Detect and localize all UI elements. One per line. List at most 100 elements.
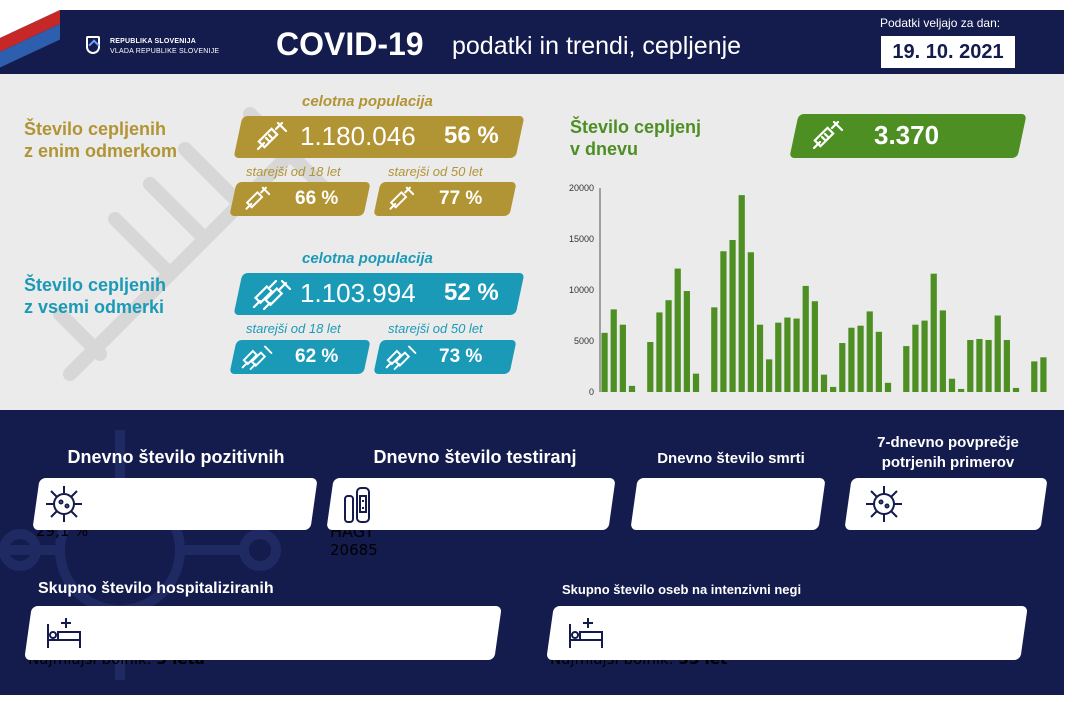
chart-bar [692,373,700,392]
chart-bar [1003,339,1010,392]
all-doses-over18-label: starejši od 18 let [246,321,341,336]
virus-icon [866,486,902,522]
chart-bar [793,318,800,392]
syringe-icon [245,186,271,210]
icu-label: Skupno število oseb na intenzivni negi [562,582,802,597]
syringe-icon [389,186,415,210]
all-doses-label-line2: z vsemi odmerki [24,297,165,317]
chart-bar [1012,387,1020,392]
chart-bar [811,301,818,392]
seven-day-average-label: 7-dnevno povprečje potrjenih primerov [848,433,1048,473]
chart-bar [756,324,764,392]
chart-bar [1040,357,1047,392]
chart-bar [738,195,745,392]
hospitalized-label: Skupno število hospitaliziranih [38,580,274,597]
chart-bar [775,322,782,392]
y-tick-label: 0 [589,387,594,397]
chart-bar [976,338,983,392]
double-syringe-icon [385,345,417,370]
chart-bar [601,332,608,392]
one-dose-over50-label: starejši od 50 let [388,164,483,179]
chart-bar [665,300,672,392]
tests-card: 7367 HAGT 20685 [326,478,616,559]
double-syringe-icon [252,279,292,311]
one-dose-over50-pill: 77 % [373,182,517,216]
hospital-bed-icon [569,618,603,648]
seven-day-average-label-line1: 7-dnevno povprečje [877,434,1019,451]
chart-bar [802,285,809,392]
chart-bar [875,331,882,392]
chart-bar [839,343,846,392]
chart-bar [830,386,837,392]
chart-bar [619,324,626,392]
positives-card: 2145 29,1 % [32,478,318,540]
double-syringe-icon [241,345,273,370]
chart-bar [939,310,946,392]
one-dose-total-pct: 56 % [444,122,499,149]
all-doses-over50-label: starejši od 50 let [388,321,483,336]
deaths-card: 9 [630,478,826,530]
all-doses-total-pill: 1.103.994 52 % [233,273,525,315]
one-dose-over18-pct: 66 % [295,188,339,209]
one-dose-over50-pct: 77 % [439,188,483,209]
one-dose-label: Število cepljenih z enim odmerkom [24,118,177,162]
daily-vaccinations-pill: 3.370 [789,114,1027,158]
positives-label: Dnevno število pozitivnih [67,447,285,467]
chart-bar [903,346,910,392]
one-dose-over18-pill: 66 % [229,182,371,216]
tests-label: Dnevno število testiranj [373,447,577,467]
government-name-line2: VLADA REPUBLIKE SLOVENIJE [110,48,220,55]
page-subtitle: podatki in trendi, cepljenje [452,32,742,60]
one-dose-total-label: celotna populacija [302,93,433,110]
chart-bar [848,327,855,392]
date-value: 19. 10. 2021 [881,36,1015,68]
daily-vaccinations-value: 3.370 [874,120,940,150]
chart-bar [884,382,892,392]
hospitalized-card: 427 Najmlajši bolnik: 3 leta [24,606,502,668]
chart-bar [921,320,928,392]
daily-vaccinations-chart: 0 5000 10000 15000 20000 [569,183,1047,397]
coat-of-arms-icon [86,36,100,54]
virus-icon [46,486,82,522]
chart-bar [656,312,663,392]
date-label: Podatki veljajo za dan: [880,16,1001,30]
chart-bar [683,291,690,392]
y-tick-label: 15000 [569,234,594,244]
one-dose-label-line2: z enim odmerkom [24,141,178,161]
one-dose-total-value: 1.180.046 [300,121,416,151]
syringe-icon [812,120,844,150]
one-dose-over18-label: starejši od 18 let [246,164,341,179]
chart-bar [912,324,919,392]
chart-bar [1031,361,1038,392]
y-tick-label: 10000 [569,285,594,295]
all-doses-total-value: 1.103.994 [300,278,416,308]
all-doses-total-label: celotna populacija [302,250,433,267]
chart-bar [958,388,965,392]
chart-bar [857,325,864,392]
all-doses-over18-pct: 62 % [295,346,339,367]
chart-bar [866,311,873,392]
daily-label-line1: Število cepljenj [570,117,702,137]
deaths-label: Dnevno število smrti [657,450,805,467]
all-doses-label-line1: Število cepljenih [24,275,167,295]
chart-bar [985,339,992,392]
chart-bar [628,385,636,392]
chart-bar [747,252,754,392]
chart-bar [720,251,727,392]
hospital-bed-icon [47,618,81,648]
chart-bar [967,339,974,392]
all-doses-over50-pct: 73 % [439,346,483,367]
one-dose-label-line1: Število cepljenih [24,119,167,139]
all-doses-total-pct: 52 % [444,279,499,306]
seven-day-average-card: 1198 [844,478,1048,530]
chart-bar [820,374,828,392]
chart-bar [948,378,956,392]
chart-bar [784,317,791,392]
daily-label-line2: v dnevu [570,139,639,159]
chart-bar [766,359,773,392]
all-doses-over50-pill: 73 % [373,340,517,374]
page-title: COVID-19 [276,26,424,62]
test-kit-icon [344,487,370,523]
chart-bar [711,307,718,392]
government-name-line1: REPUBLIKA SLOVENIJA [110,38,196,45]
